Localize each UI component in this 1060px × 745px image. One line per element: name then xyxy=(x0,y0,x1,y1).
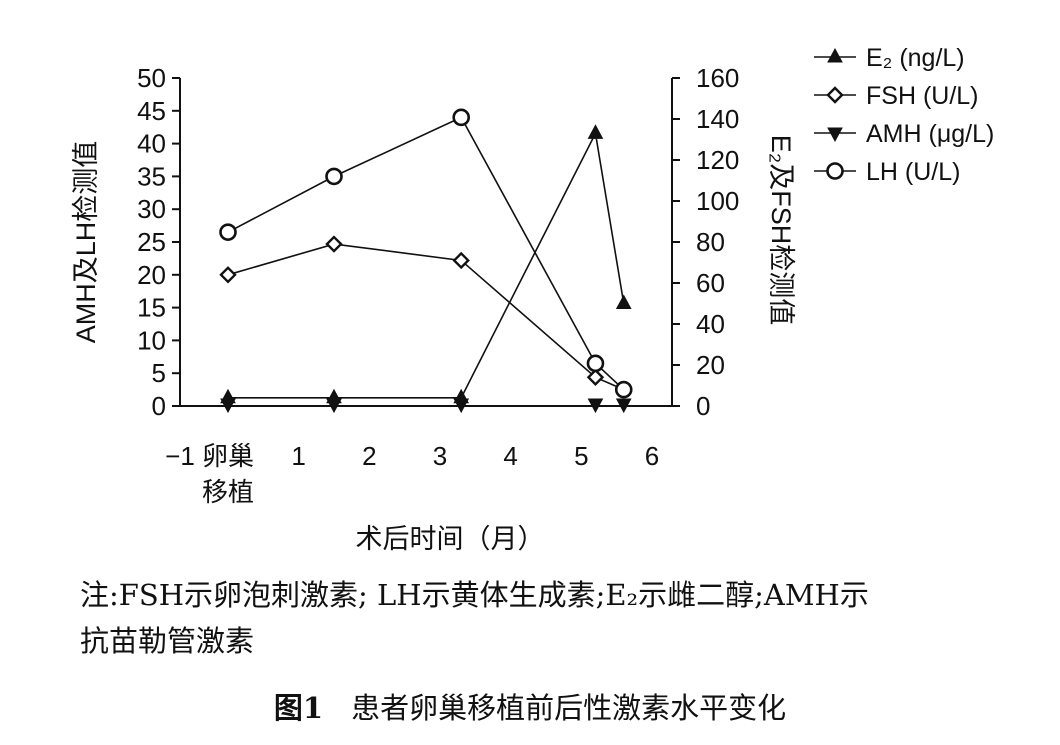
x-tick-label: −1 xyxy=(165,441,195,471)
series-amh-point xyxy=(615,398,632,414)
series-fsh-line xyxy=(227,243,625,391)
series-fsh-point-shape xyxy=(586,368,605,386)
tick-labels: 0510152025303540455002040608010012014016… xyxy=(137,63,739,507)
note-line-2: 抗苗勒管激素 xyxy=(80,624,255,658)
legend-marker xyxy=(827,47,843,63)
left-tick-label: 30 xyxy=(137,194,166,224)
series-fsh-point xyxy=(586,368,605,386)
left-tick-label: 5 xyxy=(152,358,166,388)
series-lh-point-shape xyxy=(586,354,605,373)
right-tick-label: 60 xyxy=(696,268,725,298)
series-lh-line xyxy=(227,116,625,391)
series-amh-point xyxy=(326,398,342,414)
left-tick-label: 40 xyxy=(137,129,166,159)
x-tick-label: 5 xyxy=(574,441,588,471)
series-layer xyxy=(219,108,633,414)
series-amh-point xyxy=(453,398,470,414)
left-axis-title: AMH及LH检测值 xyxy=(71,141,101,344)
legend-marker xyxy=(826,86,844,104)
series-fsh-point-shape xyxy=(219,266,237,284)
series-lh-point xyxy=(219,223,237,241)
series-e2-point xyxy=(587,124,604,139)
series-fsh-point xyxy=(452,251,470,270)
right-tick-label: 160 xyxy=(696,63,739,93)
legend: E₂ (ng/L) FSH (U/L) AMH (μg/L) LH (U/L) xyxy=(814,44,994,186)
figure-number: 图1 xyxy=(273,691,324,725)
left-tick-label: 20 xyxy=(137,260,166,290)
series-amh-point xyxy=(220,398,236,414)
series-amh-point-shape xyxy=(453,398,470,414)
x-tick-label: 3 xyxy=(433,441,447,471)
x-tick-label: 1 xyxy=(291,441,305,471)
series-amh-point-shape xyxy=(326,398,342,414)
series-fsh-point-shape xyxy=(325,235,343,253)
x-tick-label: 6 xyxy=(645,441,659,471)
right-tick-label: 100 xyxy=(696,186,739,216)
left-tick-label: 45 xyxy=(137,96,166,126)
legend-marker-shape xyxy=(826,86,844,104)
series-amh-point-shape xyxy=(615,398,632,414)
series-fsh-point xyxy=(219,266,237,284)
series-lh-point-shape xyxy=(219,223,237,241)
hormone-chart: 0510152025303540455002040608010012014016… xyxy=(71,44,994,554)
series-lh-point-shape xyxy=(614,380,633,399)
legend-marker-shape xyxy=(827,47,843,63)
right-tick-label: 40 xyxy=(696,309,725,339)
left-tick-label: 10 xyxy=(137,325,166,355)
right-tick-label: 0 xyxy=(696,391,710,421)
right-tick-label: 20 xyxy=(696,350,725,380)
right-tick-label: 120 xyxy=(696,145,739,175)
legend-label: FSH (U/L) xyxy=(866,82,979,110)
series-lh-point xyxy=(614,380,633,399)
right-tick-label: 140 xyxy=(696,104,739,134)
figure-title: 患者卵巢移植前后性激素水平变化 xyxy=(351,691,787,725)
series-e2-point xyxy=(615,294,632,309)
x-tick-label: 移植 xyxy=(202,477,254,507)
series-fsh-point-shape xyxy=(452,251,470,270)
series-amh-point xyxy=(587,398,604,414)
legend-label: LH (U/L) xyxy=(866,158,960,186)
axes xyxy=(172,77,680,407)
figure-note: 注:FSH示卵泡刺激素; LH示黄体生成素;E₂示雌二醇;AMH示 抗苗勒管激素 xyxy=(80,572,1010,664)
series-e2-point-shape xyxy=(587,124,604,139)
x-tick-label: 2 xyxy=(362,441,376,471)
series-lh-point xyxy=(325,167,343,186)
series-lh-point-shape xyxy=(452,108,471,127)
series-amh-point-shape xyxy=(220,398,236,414)
note-line-1: 注:FSH示卵泡刺激素; LH示黄体生成素;E₂示雌二醇;AMH示 xyxy=(80,578,869,612)
x-tick-label: 4 xyxy=(503,441,517,471)
x-axis-title: 术后时间（月） xyxy=(356,524,545,554)
series-lh-point-shape xyxy=(325,167,343,186)
legend-marker xyxy=(826,162,844,180)
legend-marker-shape xyxy=(827,127,843,143)
left-tick-label: 25 xyxy=(137,227,166,257)
figure-caption: 图1 患者卵巢移植前后性激素水平变化 xyxy=(0,685,1060,727)
left-tick-label: 35 xyxy=(137,161,166,191)
series-e2-point-shape xyxy=(615,294,632,309)
right-tick-label: 80 xyxy=(696,227,725,257)
series-lh-point xyxy=(586,354,605,373)
series-e2-line xyxy=(228,130,625,399)
right-axis-title: E₂及FSH检测值 xyxy=(766,135,796,326)
legend-marker-shape xyxy=(826,162,844,180)
series-amh-point-shape xyxy=(587,398,604,414)
left-tick-label: 50 xyxy=(137,63,166,93)
legend-marker xyxy=(827,127,843,143)
series-fsh-point xyxy=(325,235,343,253)
left-tick-label: 15 xyxy=(137,293,166,323)
series-lh-point xyxy=(452,108,471,127)
left-tick-label: 0 xyxy=(152,391,166,421)
legend-label: AMH (μg/L) xyxy=(866,120,994,148)
legend-label: E₂ (ng/L) xyxy=(866,44,965,72)
x-tick-label: 卵巢 xyxy=(202,441,254,471)
